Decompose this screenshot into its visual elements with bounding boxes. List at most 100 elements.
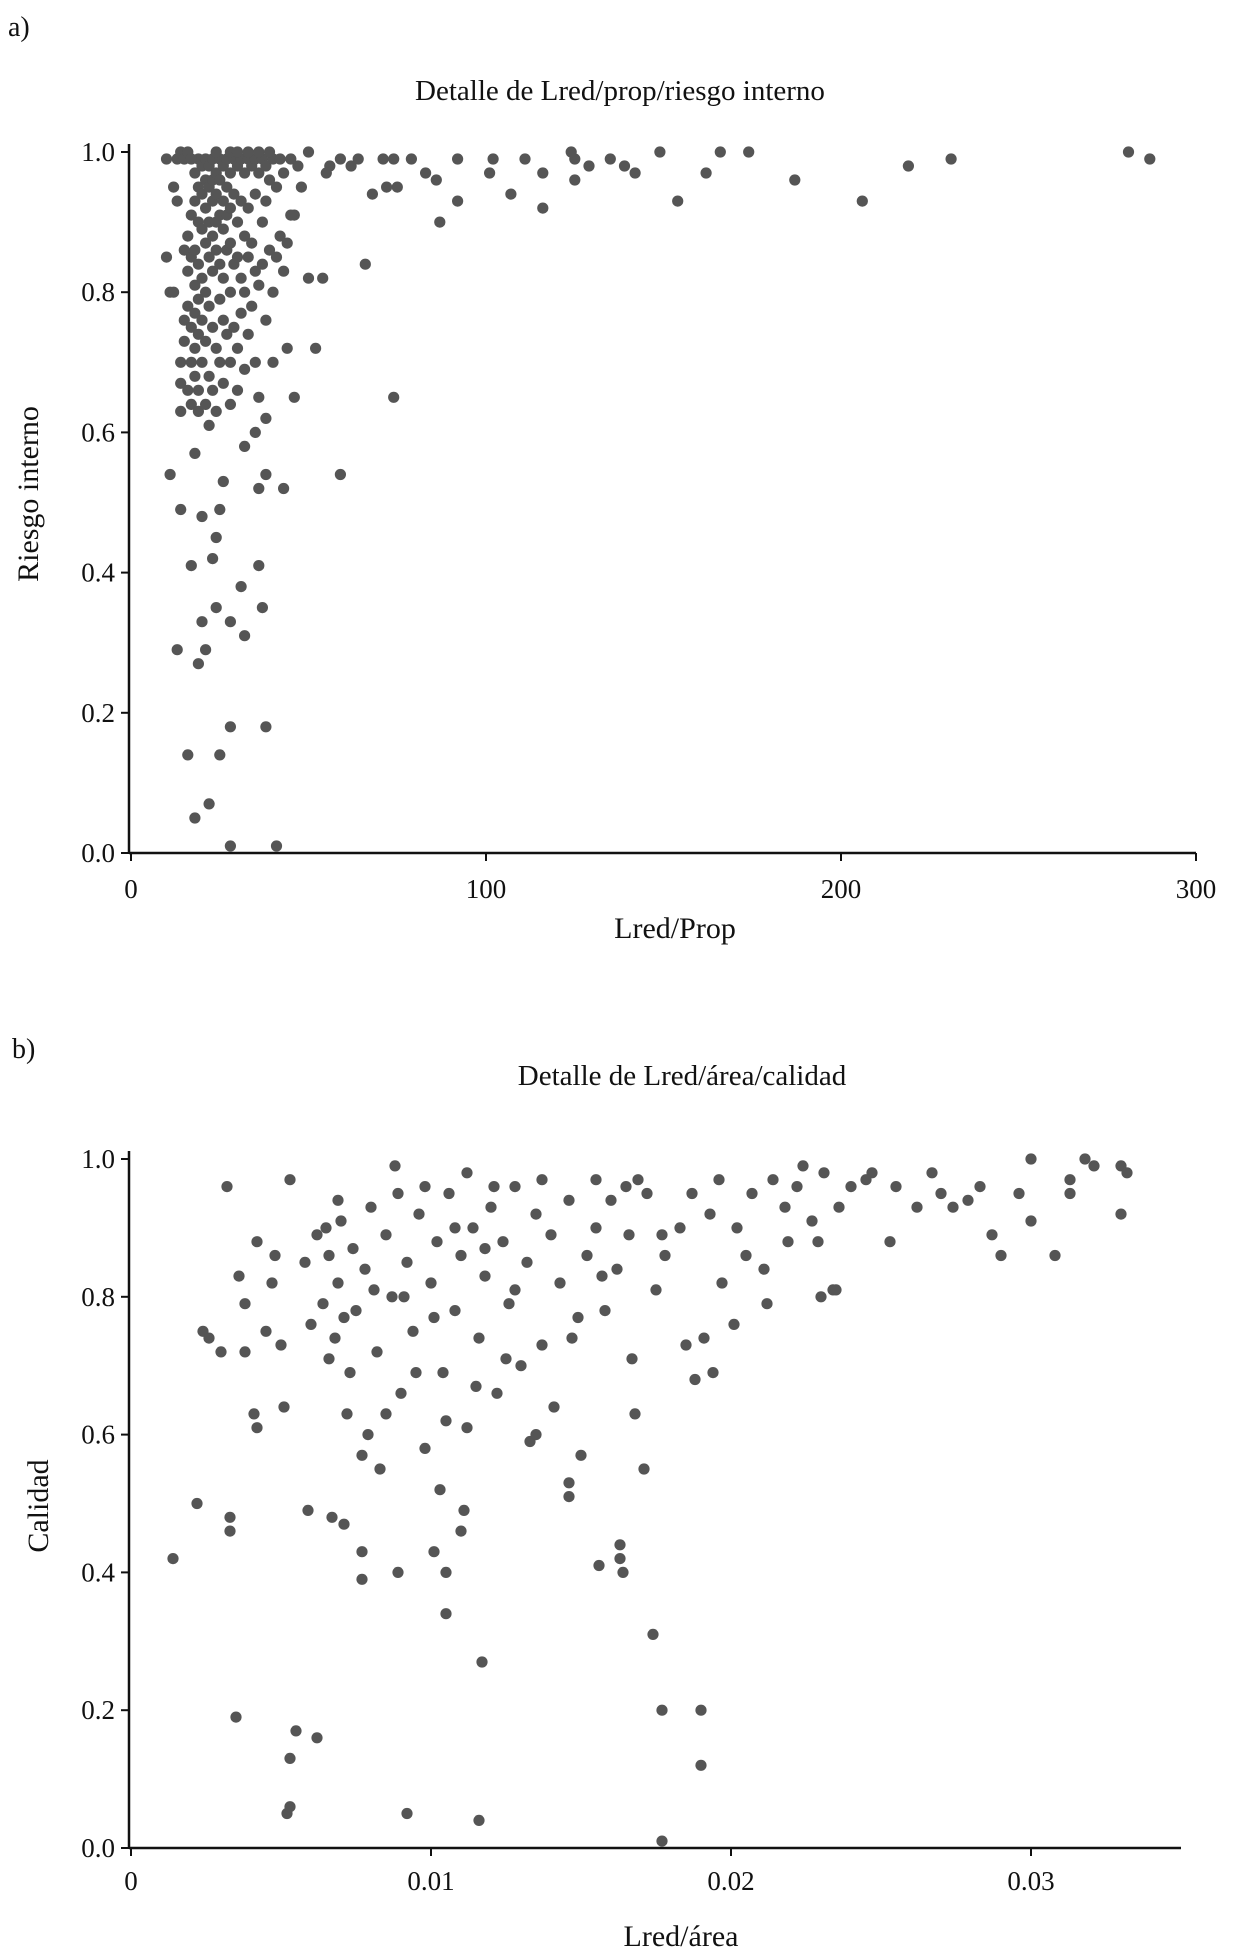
data-point-b [614,1539,626,1551]
data-point-a [224,286,236,298]
data-point-a [235,581,247,593]
data-point-a [224,167,236,179]
data-point-a [270,251,283,263]
data-point-b [302,1504,314,1516]
data-point-a [203,419,215,431]
data-point-b [401,1807,413,1820]
panel-label-b: b) [12,1034,35,1065]
data-point-a [452,195,464,207]
data-point-b [407,1325,419,1337]
data-point-a [565,146,577,158]
data-point-b [350,1305,362,1317]
data-point-a [182,384,194,396]
data-point-a [388,391,400,403]
data-point-b [473,1814,485,1826]
data-point-a [192,405,204,417]
data-point-b [473,1332,485,1344]
data-point-a [214,356,226,368]
data-point-b [374,1463,386,1475]
y-axis-label-b: Calidad [22,1459,55,1552]
data-point-a [359,258,371,270]
data-point-a [288,391,300,403]
data-point-a [743,146,755,158]
data-point-a [285,209,297,221]
data-point-b [761,1298,773,1310]
data-point-b [260,1325,272,1337]
data-point-b [326,1511,338,1523]
data-point-b [497,1236,509,1248]
data-point-a [246,300,258,312]
data-point-b [581,1249,593,1262]
data-point-b [590,1222,602,1234]
data-point-b [434,1484,446,1496]
data-point-a [200,644,212,656]
data-point-b [365,1201,377,1213]
data-point-b [818,1167,830,1179]
data-point-a [789,174,801,186]
data-point-b [461,1422,473,1434]
data-point-a [171,195,183,207]
data-point-b [575,1449,587,1461]
data-point-b [392,1187,404,1200]
data-point-a [189,342,201,354]
data-point-b [221,1181,233,1193]
data-point-a [224,356,236,368]
data-point-a [242,251,254,263]
data-point-a [420,167,432,179]
data-point-a [295,181,307,193]
data-point-b [884,1236,896,1248]
data-point-b [275,1339,287,1351]
data-point-a [203,370,215,382]
y-axis-label-a: Riesgo interno [12,406,45,582]
data-point-b [455,1525,467,1537]
data-point-b [986,1229,998,1241]
data-point-a [231,146,244,158]
data-point-a [189,370,201,382]
data-point-a [270,181,283,193]
data-point-a [253,560,265,572]
data-point-b [203,1332,215,1344]
data-point-a [253,146,265,158]
data-point-a [1122,146,1135,158]
data-point-b [716,1277,728,1289]
data-point-b [617,1566,629,1578]
data-point-a [239,167,251,179]
data-point-b [419,1181,431,1193]
y-tick-label-b: 0.6 [81,1420,115,1450]
data-point-b [515,1360,527,1372]
data-point-b [476,1656,488,1668]
data-point-b [224,1511,236,1523]
data-point-a [537,202,549,214]
data-point-a [221,328,233,340]
data-point-a [281,237,293,249]
data-point-a [210,244,222,256]
data-point-b [509,1284,521,1296]
data-point-a [260,160,272,172]
data-point-a [345,160,357,172]
data-point-a [618,160,631,172]
y-tick-label-b: 0.0 [81,1833,115,1863]
data-point-b [320,1222,332,1234]
data-point-a [253,279,265,291]
data-point-a [231,342,244,354]
data-point-b [269,1249,281,1262]
data-point-a [604,153,616,165]
data-point-b [344,1367,356,1379]
data-point-a [185,560,197,572]
data-point-a [239,286,251,298]
data-point-a [242,146,254,158]
data-point-a [185,398,197,410]
data-point-b [503,1298,515,1310]
data-point-a [256,602,268,614]
data-point-a [484,167,496,179]
data-point-a [902,160,915,172]
data-point-b [437,1367,449,1379]
y-tick-label-a: 0.4 [81,558,115,588]
data-point-a [182,265,194,277]
data-point-a [405,153,417,165]
data-point-a [263,146,276,158]
data-point-b [911,1201,923,1213]
data-point-b [656,1704,668,1716]
x-tick-label-a: 300 [1176,874,1217,904]
data-point-b [779,1201,791,1213]
